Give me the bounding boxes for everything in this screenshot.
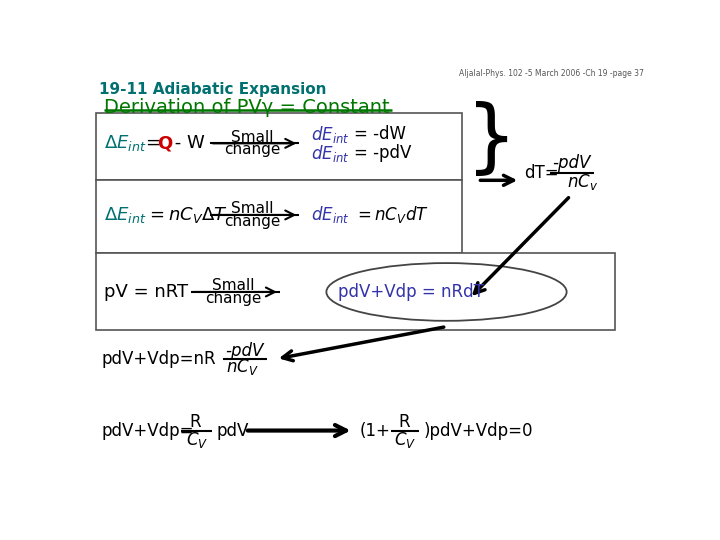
Text: pV = nRT: pV = nRT xyxy=(104,283,188,301)
Text: $C_V$: $C_V$ xyxy=(395,430,417,450)
Text: $= nC_VdT$: $= nC_VdT$ xyxy=(354,205,428,226)
Text: $dE_{int}$: $dE_{int}$ xyxy=(311,205,349,226)
Text: Small: Small xyxy=(232,130,274,145)
Text: $dE_{int}$: $dE_{int}$ xyxy=(311,124,349,145)
Text: $\Delta E_{int}$: $\Delta E_{int}$ xyxy=(104,133,146,153)
Text: -pdV: -pdV xyxy=(553,154,591,172)
Text: $nC_v$: $nC_v$ xyxy=(567,172,598,192)
Text: pdV+Vdp=-: pdV+Vdp=- xyxy=(102,422,200,440)
Text: Small: Small xyxy=(212,278,255,293)
FancyBboxPatch shape xyxy=(96,180,462,253)
Text: - W: - W xyxy=(169,134,204,152)
FancyBboxPatch shape xyxy=(96,112,462,180)
Text: pdV+Vdp=nR: pdV+Vdp=nR xyxy=(102,350,216,368)
Text: )pdV+Vdp=0: )pdV+Vdp=0 xyxy=(423,422,533,440)
Text: pdV+Vdp = nRdT: pdV+Vdp = nRdT xyxy=(338,283,484,301)
Text: $C_V$: $C_V$ xyxy=(186,430,208,450)
Text: change: change xyxy=(225,142,281,157)
Text: $dE_{int}$: $dE_{int}$ xyxy=(311,143,349,164)
Text: change: change xyxy=(225,214,281,228)
Text: }: } xyxy=(466,101,517,179)
Text: $\Delta E_{int}$: $\Delta E_{int}$ xyxy=(104,205,146,225)
Text: pdV: pdV xyxy=(216,422,248,440)
Text: 19-11 Adiabatic Expansion: 19-11 Adiabatic Expansion xyxy=(99,82,327,97)
Ellipse shape xyxy=(326,263,567,321)
Text: R: R xyxy=(398,413,410,431)
Text: $= nC_V\Delta T$: $= nC_V\Delta T$ xyxy=(145,205,228,225)
Text: =: = xyxy=(145,134,166,152)
Text: dT=: dT= xyxy=(524,164,559,181)
Text: -pdV: -pdV xyxy=(225,342,264,360)
Text: R: R xyxy=(189,413,201,431)
Text: $nC_V$: $nC_V$ xyxy=(225,357,258,377)
FancyBboxPatch shape xyxy=(96,253,616,330)
Text: Derivation of PVγ = Constant: Derivation of PVγ = Constant xyxy=(104,98,390,117)
Text: Aljalal-Phys. 102 -5 March 2006 -Ch 19 -page 37: Aljalal-Phys. 102 -5 March 2006 -Ch 19 -… xyxy=(459,69,644,78)
Text: change: change xyxy=(205,291,261,306)
Text: (1+: (1+ xyxy=(360,422,390,440)
Text: Small: Small xyxy=(232,201,274,217)
Text: = -pdV: = -pdV xyxy=(354,144,411,163)
Text: = -dW: = -dW xyxy=(354,125,405,143)
Text: Q: Q xyxy=(157,134,172,152)
